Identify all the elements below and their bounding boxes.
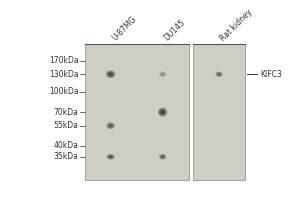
Ellipse shape <box>107 154 115 160</box>
Text: 170kDa: 170kDa <box>49 56 79 65</box>
Text: 35kDa: 35kDa <box>54 152 79 161</box>
Text: 70kDa: 70kDa <box>54 108 79 117</box>
Ellipse shape <box>159 72 166 77</box>
Text: U-87MG: U-87MG <box>111 15 139 43</box>
Ellipse shape <box>160 155 165 159</box>
Ellipse shape <box>161 156 164 158</box>
Text: KIFC3: KIFC3 <box>260 70 282 79</box>
Ellipse shape <box>160 72 165 76</box>
Ellipse shape <box>215 72 223 77</box>
Text: Rat kidney: Rat kidney <box>219 7 254 43</box>
Ellipse shape <box>218 73 220 75</box>
Text: 100kDa: 100kDa <box>49 87 79 96</box>
Ellipse shape <box>158 108 167 117</box>
Text: 55kDa: 55kDa <box>54 121 79 130</box>
Bar <box>85 44 189 180</box>
Ellipse shape <box>106 71 115 78</box>
Text: 40kDa: 40kDa <box>54 141 79 150</box>
Ellipse shape <box>106 122 115 129</box>
Ellipse shape <box>160 109 166 115</box>
Ellipse shape <box>161 73 164 75</box>
Ellipse shape <box>109 73 112 76</box>
Ellipse shape <box>161 111 164 114</box>
Ellipse shape <box>108 72 114 77</box>
Ellipse shape <box>159 154 166 160</box>
Text: DU145: DU145 <box>163 18 187 43</box>
Ellipse shape <box>108 123 113 128</box>
Ellipse shape <box>109 156 112 158</box>
Ellipse shape <box>109 124 112 127</box>
Bar <box>193 44 245 180</box>
Ellipse shape <box>217 72 221 76</box>
Text: 130kDa: 130kDa <box>49 70 79 79</box>
Ellipse shape <box>108 155 113 159</box>
